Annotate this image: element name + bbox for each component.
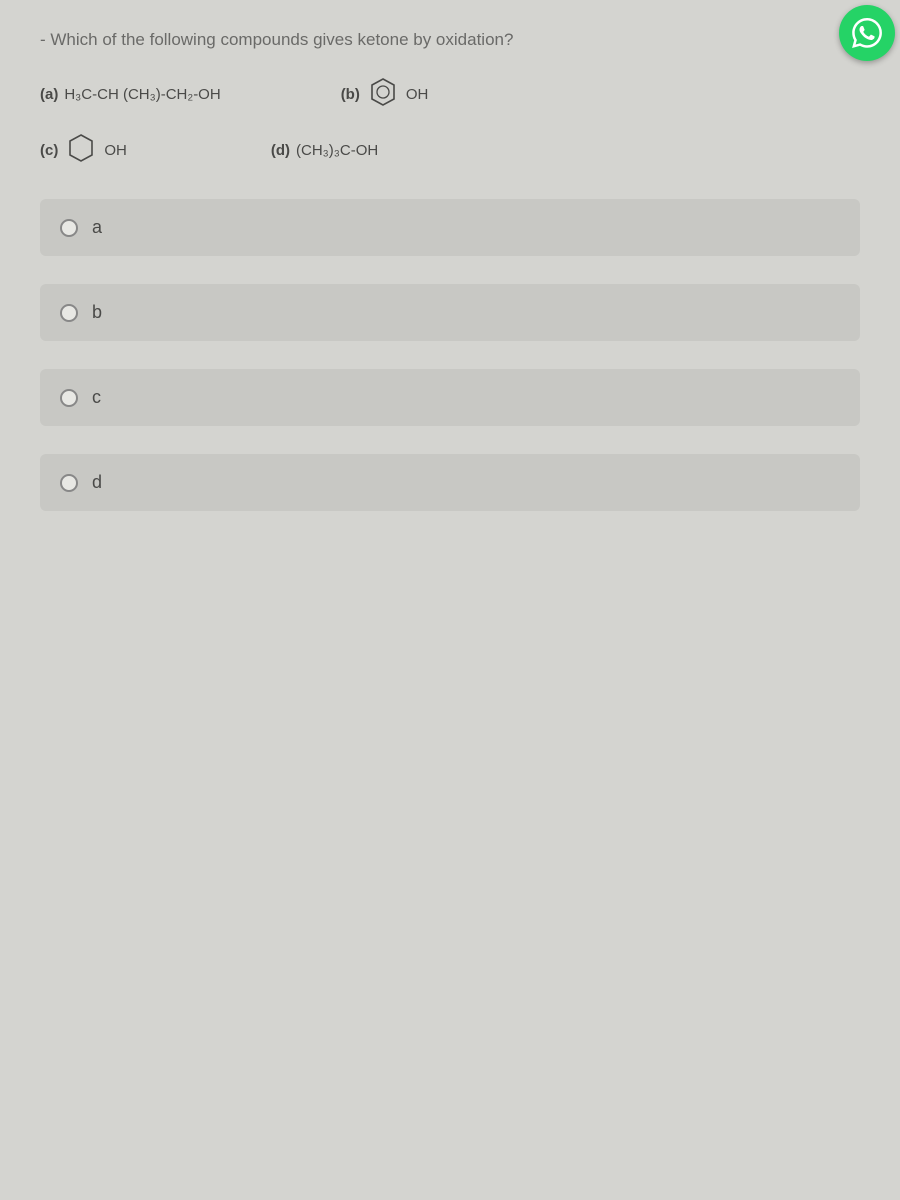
answer-option-c[interactable]: c [40, 369, 860, 426]
compound-formula-b: OH [406, 86, 429, 103]
radio-icon[interactable] [60, 389, 78, 407]
answers-area: a b c d [40, 199, 860, 511]
compound-label-a: (a) [40, 86, 58, 103]
radio-icon[interactable] [60, 474, 78, 492]
compound-formula-d: (CH₃)₃C-OH [296, 142, 378, 159]
compound-label-c: (c) [40, 142, 58, 159]
compound-formula-a: H₃C-CH (CH₃)-CH₂-OH [64, 86, 220, 103]
answer-letter: b [92, 302, 102, 323]
compound-option-a: (a) H₃C-CH (CH₃)-CH₂-OH [40, 86, 221, 103]
compound-option-c: (c) OH [40, 131, 127, 169]
compound-label-b: (b) [341, 86, 360, 103]
benzene-ring-icon [366, 75, 400, 113]
answer-letter: a [92, 217, 102, 238]
radio-icon[interactable] [60, 304, 78, 322]
compound-formula-c: OH [104, 142, 127, 159]
answer-option-a[interactable]: a [40, 199, 860, 256]
question-text: - Which of the following compounds gives… [40, 30, 860, 50]
options-row-1: (a) H₃C-CH (CH₃)-CH₂-OH (b) OH [40, 75, 860, 113]
answer-letter: d [92, 472, 102, 493]
compound-option-d: (d) (CH₃)₃C-OH [271, 142, 378, 159]
answer-option-b[interactable]: b [40, 284, 860, 341]
whatsapp-icon [852, 18, 882, 48]
cyclohexane-ring-icon [64, 131, 98, 169]
options-row-2: (c) OH (d) (CH₃)₃C-OH [40, 131, 860, 169]
answer-option-d[interactable]: d [40, 454, 860, 511]
whatsapp-button[interactable] [839, 5, 895, 61]
answer-letter: c [92, 387, 101, 408]
compound-option-b: (b) OH [341, 75, 429, 113]
compound-label-d: (d) [271, 142, 290, 159]
radio-icon[interactable] [60, 219, 78, 237]
